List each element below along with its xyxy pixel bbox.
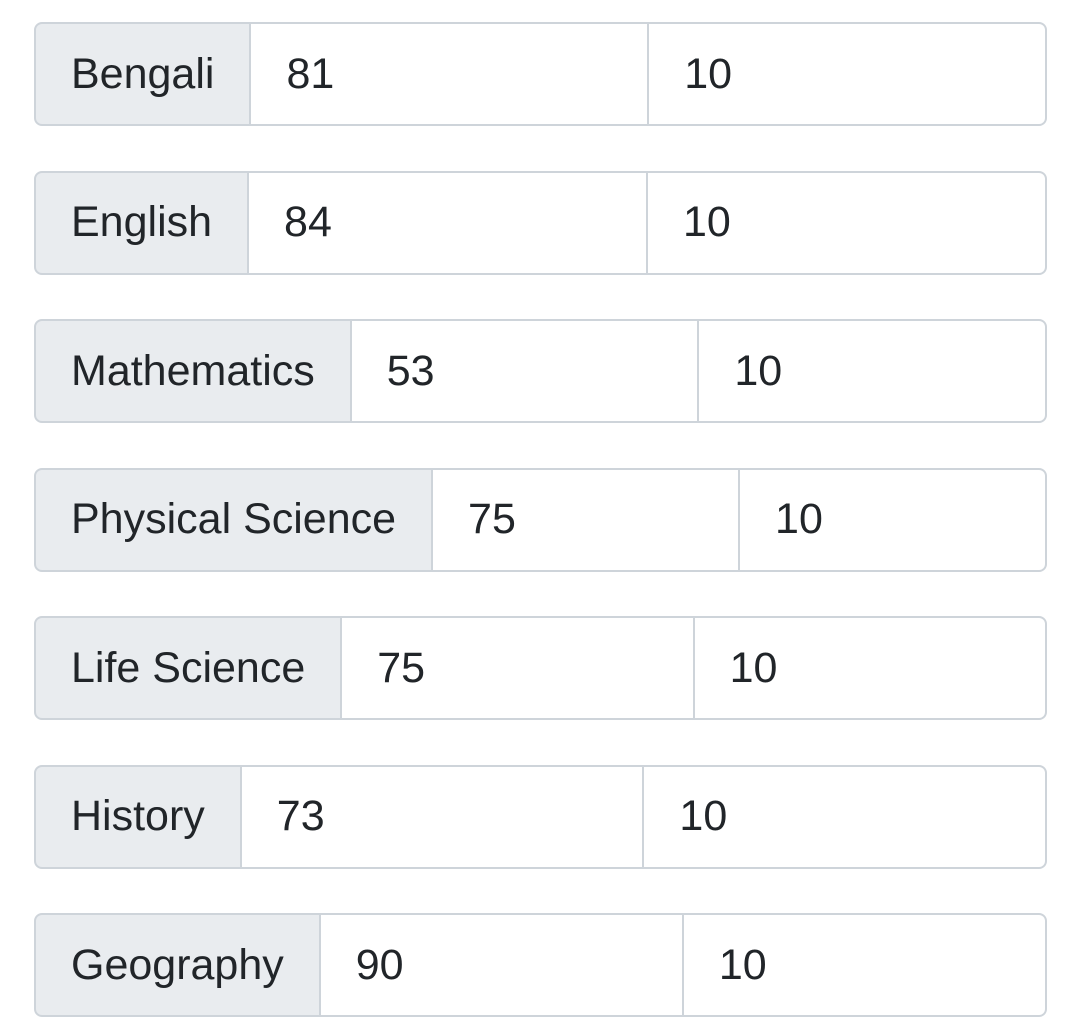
- subject-row-bengali: Bengali: [34, 22, 1048, 126]
- second-value-input[interactable]: [699, 319, 1047, 423]
- second-value-input[interactable]: [648, 170, 1047, 275]
- marks-input[interactable]: [320, 913, 684, 1017]
- marks-input[interactable]: [241, 764, 645, 869]
- marks-input[interactable]: [433, 467, 741, 572]
- second-value-input[interactable]: [683, 913, 1048, 1017]
- subject-row-geography: Geography: [34, 913, 1048, 1017]
- second-value-input[interactable]: [694, 616, 1048, 720]
- subject-label: Physical Science: [34, 467, 434, 572]
- marks-input[interactable]: [342, 616, 695, 720]
- subject-label: Bengali: [34, 22, 252, 126]
- marks-input[interactable]: [351, 319, 700, 423]
- second-value-input[interactable]: [740, 467, 1048, 572]
- subject-label: History: [34, 764, 242, 869]
- subject-row-mathematics: Mathematics: [34, 319, 1047, 423]
- marks-input[interactable]: [249, 170, 649, 275]
- subject-row-life-science: Life Science: [34, 616, 1048, 720]
- subject-label: English: [34, 170, 250, 275]
- subject-label: Mathematics: [34, 319, 352, 423]
- marks-input[interactable]: [251, 22, 650, 126]
- subject-row-history: History: [34, 764, 1048, 869]
- subject-row-english: English: [34, 170, 1047, 275]
- subject-label: Geography: [34, 913, 321, 1017]
- second-value-input[interactable]: [644, 764, 1048, 869]
- second-value-input[interactable]: [649, 22, 1048, 126]
- subject-label: Life Science: [34, 616, 343, 720]
- subject-row-physical-science: Physical Science: [34, 467, 1048, 572]
